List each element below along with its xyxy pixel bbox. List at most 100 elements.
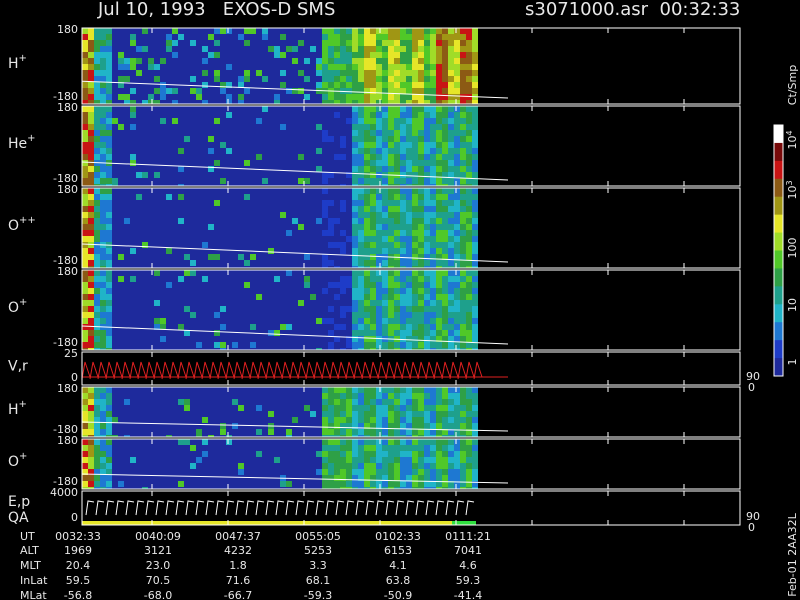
spectrogram-cell bbox=[448, 64, 454, 70]
spectrogram-cell bbox=[238, 100, 244, 104]
spectrogram-cell bbox=[424, 270, 430, 276]
spectrogram-cell bbox=[82, 260, 88, 266]
spectrogram-cell bbox=[424, 481, 430, 487]
axis-bottom-label: -180 bbox=[53, 90, 78, 103]
spectrogram-cell bbox=[436, 475, 442, 481]
spectrogram-cell bbox=[118, 254, 124, 260]
spectrogram-cell bbox=[424, 184, 430, 186]
spectrogram-cell bbox=[352, 445, 358, 451]
spectrogram-cell bbox=[466, 52, 472, 58]
spectrogram-cell bbox=[352, 312, 358, 318]
spectrogram-cell bbox=[100, 312, 106, 318]
spectrogram-cell bbox=[406, 242, 412, 248]
spectrogram-cell bbox=[364, 336, 370, 342]
spectrogram-cell bbox=[472, 112, 478, 118]
spectrogram-cell bbox=[172, 28, 178, 34]
spectrogram-cell bbox=[382, 457, 388, 463]
spectrogram-cell bbox=[88, 405, 94, 411]
spectrogram-cell bbox=[418, 58, 424, 64]
spectrogram-cell bbox=[382, 312, 388, 318]
spectrogram-cell bbox=[382, 330, 388, 336]
spectrogram-cell bbox=[154, 88, 160, 94]
colorbar-base: 10 bbox=[786, 298, 799, 312]
spectrogram-cell bbox=[88, 112, 94, 118]
spectrogram-cell bbox=[334, 282, 340, 288]
spectrogram-cell bbox=[142, 28, 148, 34]
spectrogram-cell bbox=[334, 475, 340, 481]
spectrogram-cell bbox=[100, 82, 106, 88]
spectrogram-cell bbox=[436, 457, 442, 463]
spectrogram-cell bbox=[466, 118, 472, 124]
spectrogram-cell bbox=[472, 312, 478, 318]
spectrogram-cell bbox=[412, 88, 418, 94]
spectrogram-cell bbox=[466, 82, 472, 88]
spectrogram-cell bbox=[412, 417, 418, 423]
spectrogram-cell bbox=[370, 411, 376, 417]
spectrogram-cell bbox=[382, 270, 388, 276]
spectrogram-cell bbox=[106, 429, 112, 435]
spectrogram-cell bbox=[388, 248, 394, 254]
spectrogram-cell bbox=[382, 200, 388, 206]
spectrogram-cell bbox=[340, 142, 346, 148]
spectrogram-cell bbox=[106, 70, 112, 76]
spectrogram-cell bbox=[88, 212, 94, 218]
spectrogram-cell bbox=[352, 451, 358, 457]
spectrogram-cell bbox=[418, 312, 424, 318]
spectrogram-cell bbox=[412, 276, 418, 282]
spectrogram-cell bbox=[346, 100, 352, 104]
spectrogram-cell bbox=[322, 417, 328, 423]
spectrogram-cell bbox=[412, 224, 418, 230]
spectrogram-cell bbox=[262, 178, 268, 184]
spectrogram-cell bbox=[370, 212, 376, 218]
spectrogram-cell bbox=[364, 342, 370, 348]
spectrogram-cell bbox=[430, 58, 436, 64]
spectrogram-cell bbox=[118, 94, 124, 100]
spectrogram-cell bbox=[436, 481, 442, 487]
spectrogram-cell bbox=[442, 118, 448, 124]
spectrogram-cell bbox=[106, 130, 112, 136]
spectrogram-cell bbox=[442, 266, 448, 268]
spectrogram-cell bbox=[106, 260, 112, 266]
spectrogram-cell bbox=[370, 266, 376, 268]
spectrogram-cell bbox=[472, 260, 478, 266]
spectrogram-cell bbox=[430, 405, 436, 411]
spectrogram-cell bbox=[106, 417, 112, 423]
spectrogram-cell bbox=[424, 417, 430, 423]
spectrogram-cell bbox=[412, 124, 418, 130]
spectrogram-cell bbox=[406, 34, 412, 40]
spectrogram-cell bbox=[382, 130, 388, 136]
spectrogram-cell bbox=[202, 70, 208, 76]
spectrogram-cell bbox=[340, 34, 346, 40]
spectrogram-cell bbox=[376, 306, 382, 312]
spectrogram-cell bbox=[364, 178, 370, 184]
spectrogram-cell bbox=[100, 166, 106, 172]
spectrogram-cell bbox=[418, 270, 424, 276]
spectrogram-cell bbox=[358, 124, 364, 130]
spectrogram-cell bbox=[472, 457, 478, 463]
spectrogram-cell bbox=[358, 439, 364, 445]
spectrogram-cell bbox=[118, 124, 124, 130]
spectrogram-cell bbox=[100, 236, 106, 242]
spectrogram-cell bbox=[358, 487, 364, 489]
spectrogram-cell bbox=[88, 248, 94, 254]
spectrogram-cell bbox=[466, 64, 472, 70]
spectrogram-cell bbox=[430, 254, 436, 260]
title: Jul 10, 1993 EXOS-D SMS bbox=[97, 0, 335, 20]
spectrogram-cell bbox=[106, 254, 112, 260]
spectrogram-cell bbox=[370, 34, 376, 40]
spectrogram-cell bbox=[430, 423, 436, 429]
spectrogram-cell bbox=[418, 266, 424, 268]
spectrogram-cell bbox=[340, 184, 346, 186]
spectrogram-cell bbox=[442, 70, 448, 76]
spectrogram-cell bbox=[82, 439, 88, 445]
spectrogram-cell bbox=[466, 451, 472, 457]
spectrogram-cell bbox=[472, 300, 478, 306]
spectrogram-cell bbox=[388, 282, 394, 288]
spectrogram-cell bbox=[472, 160, 478, 166]
spectrogram-cell bbox=[172, 88, 178, 94]
spectrogram-cell bbox=[334, 445, 340, 451]
spectrogram-cell bbox=[460, 224, 466, 230]
spectrogram-cell bbox=[460, 94, 466, 100]
spectrogram-cell bbox=[400, 393, 406, 399]
spectrogram-cell bbox=[388, 160, 394, 166]
